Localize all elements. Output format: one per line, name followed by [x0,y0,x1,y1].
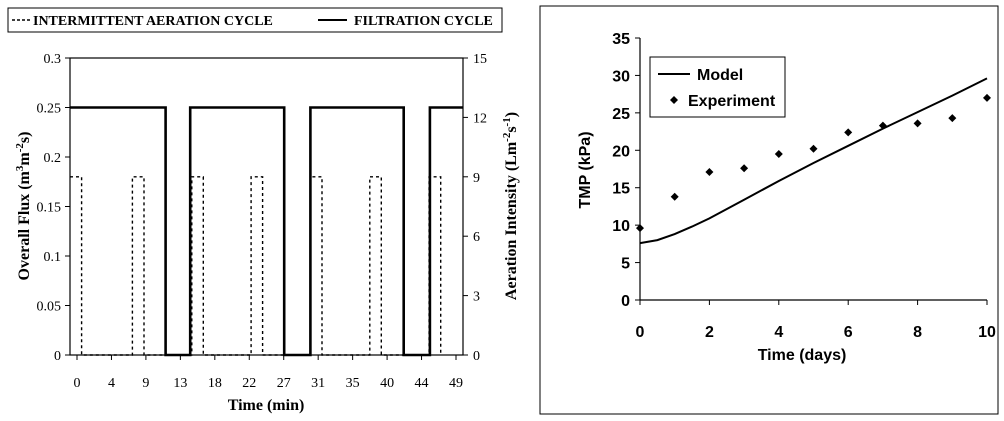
y-tick-label: 0 [54,349,61,364]
y-tick-label: 0.25 [37,102,62,117]
series-group [636,77,991,245]
filtration-series-line [70,106,463,357]
experiment-point [809,144,818,153]
experiment-point [705,167,714,176]
x-tick-label: 0 [636,324,645,341]
x-tick-label: 4 [108,376,115,391]
y2-tick-label: 3 [473,290,480,305]
x-tick-label: 2 [705,324,714,341]
y-tick-label: 0.3 [44,52,62,67]
experiment-point [878,121,887,130]
y2-axis-title: Aeration Intensity (Lm-2s-1) [501,112,520,300]
legend-label-model: Model [697,67,743,84]
y-tick-label: 15 [612,181,630,198]
x-tick-label: 9 [142,376,149,391]
series-group [70,106,463,357]
legend-top: INTERMITTENT AERATION CYCLE FILTRATION C… [7,7,503,33]
x-tick-label: 22 [242,376,256,391]
y-axis: 0 5 10 15 20 25 30 35 [612,31,640,310]
legend-label-filtration: FILTRATION CYCLE [354,14,493,29]
legend-frame [7,7,503,33]
x-tick-label: 40 [380,376,394,391]
x-tick-label: 31 [311,376,325,391]
experiment-point [983,93,991,102]
x-tick-label: 49 [449,376,463,391]
y-tick-label: 0.1 [44,250,62,265]
y-tick-label: 0.05 [37,300,62,315]
y-tick-label: 20 [612,143,630,160]
experiment-point [774,150,783,159]
y2-tick-label: 15 [473,52,487,67]
experiment-point [844,128,853,137]
x-tick-label: 10 [978,324,996,341]
y-tick-label: 25 [612,106,630,123]
x-axis: 0 2 4 6 8 10 [636,300,996,341]
y-tick-label: 10 [612,218,630,235]
x-axis-title: Time (min) [228,397,305,414]
y2-tick-label: 9 [473,171,480,186]
legend-experiment-marker [670,96,678,104]
x-tick-label: 4 [774,324,783,341]
y-tick-label: 0.15 [37,201,62,216]
y-tick-label: 30 [612,68,630,85]
x-axis-title: Time (days) [758,347,847,364]
y2-tick-label: 6 [473,230,480,245]
right-y-axis: 0 3 6 9 12 15 [463,52,487,364]
experiment-point [948,114,957,123]
x-tick-label: 18 [208,376,222,391]
model-series-line [639,77,988,245]
aeration-series-line [70,176,442,356]
x-tick-label: 6 [844,324,853,341]
legend-label-experiment: Experiment [688,93,776,110]
y-axis-title: Overall Flux (m3m-2s) [14,132,33,281]
left-y-axis: 0 0.05 0.1 0.15 0.2 0.25 0.3 [37,52,70,364]
x-tick-label: 8 [913,324,922,341]
y-tick-label: 5 [621,256,630,273]
x-tick-label: 27 [277,376,291,391]
legend-box: Model Experiment [649,56,786,118]
y2-tick-label: 0 [473,349,480,364]
y-tick-label: 35 [612,31,630,48]
y-tick-label: 0.2 [44,151,62,166]
y-axis-title: TMP (kPa) [577,131,594,208]
y2-tick-label: 12 [473,111,487,126]
aeration-filtration-chart: INTERMITTENT AERATION CYCLE FILTRATION C… [7,7,520,414]
experiment-point [740,164,749,173]
x-tick-label: 13 [173,376,187,391]
experiment-point [913,119,922,128]
experiment-point [670,192,679,201]
x-axis: 0 4 9 13 18 22 27 31 35 40 44 49 [74,355,463,391]
experiment-point [636,224,644,233]
x-tick-label: 35 [346,376,360,391]
x-tick-label: 44 [415,376,429,391]
legend-frame [649,56,786,118]
x-tick-label: 0 [74,376,81,391]
legend-label-aeration: INTERMITTENT AERATION CYCLE [33,14,273,29]
y-tick-label: 0 [621,293,630,310]
